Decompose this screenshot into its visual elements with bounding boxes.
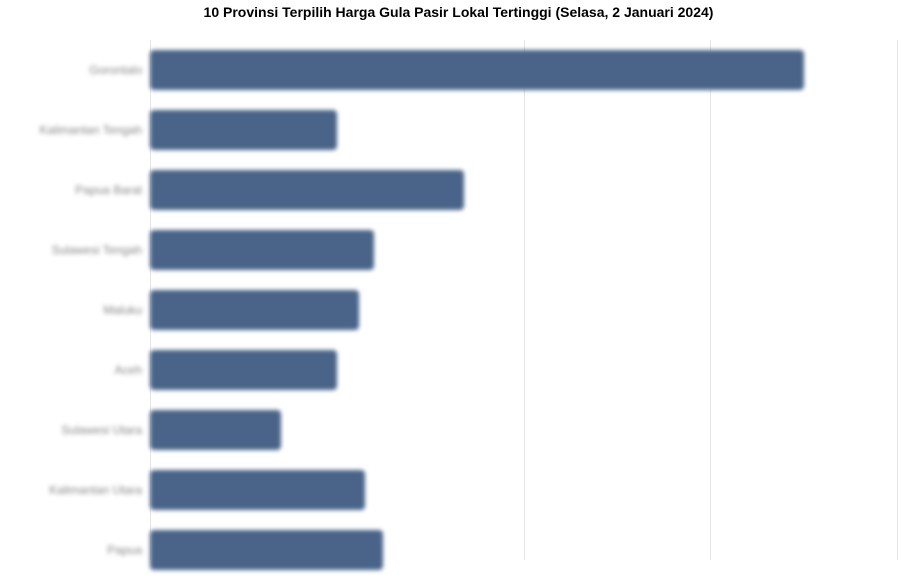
bar [150, 230, 374, 270]
chart-title: 10 Provinsi Terpilih Harga Gula Pasir Lo… [0, 0, 917, 40]
bar-label: Papua Barat [75, 183, 150, 197]
bar [150, 110, 337, 150]
bar-label: Papua [107, 543, 150, 557]
gridline [897, 40, 898, 560]
bar [150, 170, 464, 210]
bar-row: Sulawesi Tengah [150, 220, 897, 280]
bar-row: Kalimantan Tengah [150, 100, 897, 160]
bar [150, 290, 359, 330]
bar-label: Maluku [103, 303, 150, 317]
bar-label: Sulawesi Utara [61, 423, 150, 437]
bar-row: Papua [150, 520, 897, 580]
bar-label: Aceh [115, 363, 150, 377]
bar-row: Kalimantan Utara [150, 460, 897, 520]
bar-label: Kalimantan Utara [49, 483, 150, 497]
chart-plot-area: GorontaloKalimantan TengahPapua BaratSul… [150, 40, 897, 560]
bar-row: Sulawesi Utara [150, 400, 897, 460]
chart-container: 10 Provinsi Terpilih Harga Gula Pasir Lo… [0, 0, 917, 564]
bar-row: Maluku [150, 280, 897, 340]
bar [150, 350, 337, 390]
bar [150, 410, 281, 450]
bar-label: Kalimantan Tengah [39, 123, 150, 137]
bar-label: Sulawesi Tengah [51, 243, 150, 257]
bar-row: Aceh [150, 340, 897, 400]
bar-label: Gorontalo [89, 63, 150, 77]
bar [150, 50, 804, 90]
bar [150, 530, 383, 570]
bar-row: Papua Barat [150, 160, 897, 220]
bar [150, 470, 365, 510]
bar-row: Gorontalo [150, 40, 897, 100]
